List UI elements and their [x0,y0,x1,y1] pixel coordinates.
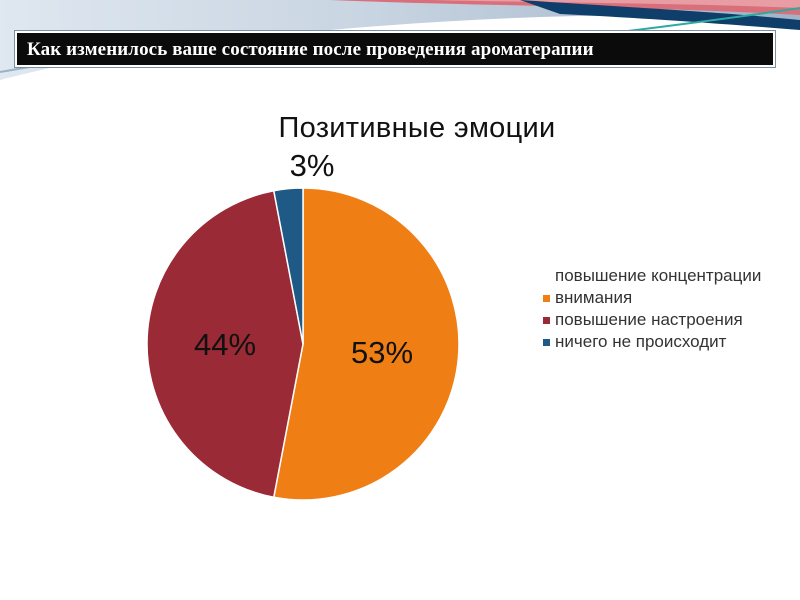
pie-labels: 53% 44% 3% [194,148,413,370]
legend-swatch-mood [543,317,550,324]
chart-legend: повышение концентрации внимания повышени… [543,265,783,353]
legend-entry-concentration: повышение концентрации внимания [543,265,783,309]
legend-entry-mood: повышение настроения [543,309,783,331]
legend-swatch-nothing [543,339,550,346]
legend-swatch-concentration [543,295,550,302]
slide-title: Как изменилось ваше состояние после пров… [27,39,594,60]
legend-label-concentration: повышение концентрации внимания [555,266,762,307]
legend-entry-nothing: ничего не происходит [543,331,783,353]
pie-slice-nothing [272,187,304,345]
pie-label-mood: 44% [194,327,256,362]
chart-title: Позитивные эмоции [278,112,556,144]
slide-title-banner: Как изменилось ваше состояние после пров… [15,31,775,67]
pie-slice-concentration [272,187,460,501]
pie-label-concentration: 53% [351,335,413,370]
pie-label-nothing: 3% [290,148,335,183]
legend-label-nothing: ничего не происходит [555,332,727,351]
legend-label-mood: повышение настроения [555,310,743,329]
pie-slices [146,187,460,501]
pie-slice-mood [146,189,304,499]
